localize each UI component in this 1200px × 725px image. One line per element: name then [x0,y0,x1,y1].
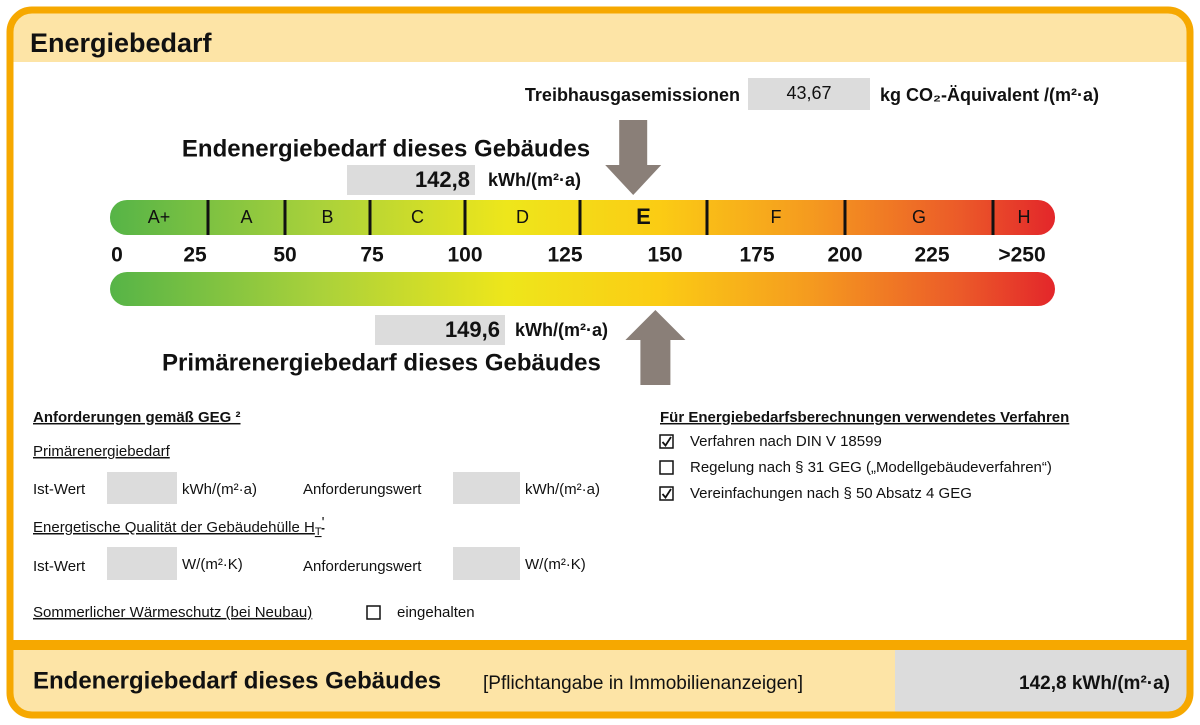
footer-band [10,650,895,715]
method-checkbox [659,434,674,449]
emissions-label: Treibhausgasemissionen [525,85,740,105]
method-option: Regelung nach § 31 GEG („Modellgebäudeve… [690,459,1052,476]
scale-tick-label: 100 [447,244,482,267]
class-label: H [1018,207,1031,227]
value-box [375,315,505,345]
unit: W/(m²·K) [525,556,586,573]
actual-label: Ist-Wert [33,481,86,498]
method-checkbox-check [661,488,672,500]
scale-tick-label: >250 [998,244,1045,267]
footer-separator [10,640,1190,650]
value-box [748,78,870,110]
envelope-text: Energetische Qualität der Gebäudehülle H [33,519,315,536]
unit: kWh/(m²·a) [525,481,600,498]
required-label: Anforderungswert [303,481,422,498]
scale-tick-label: 175 [739,244,774,267]
emissions-value: 43,67 [786,83,831,103]
primary-heading: Primärenergiebedarf dieses Gebäudes [162,349,601,376]
class-label: F [771,207,782,227]
summer-checkbox [366,605,381,620]
primary-arrow [625,310,686,385]
input-box [107,547,177,580]
method-checkbox [659,486,674,501]
requirements-title: Anforderungen gemäß GEG ² [33,409,241,426]
class-label: A+ [148,207,171,227]
envelope-subscript: T [315,526,322,538]
class-label: C [411,207,424,227]
final-heading: Endenergiebedarf dieses Gebäudes [182,135,590,162]
value-box [347,165,475,195]
unit: W/(m²·K) [182,556,243,573]
method-option: Vereinfachungen nach § 50 Absatz 4 GEG [690,485,972,502]
scale-tick-label: 50 [273,244,296,267]
emissions-unit: kg CO₂-Äquivalent /(m²·a) [880,85,1099,105]
primary-req-label: Primärenergiebedarf [33,443,171,460]
footer-note: [Pflichtangabe in Immobilienanzeigen] [483,673,803,694]
primary-value: 149,6 [445,317,500,342]
class-label: G [912,207,926,227]
summer-label: Sommerlicher Wärmeschutz (bei Neubau) [33,604,312,621]
class-band [110,200,1055,235]
input-box [107,472,177,504]
footer-value: 142,8 kWh/(m²·a) [1019,673,1170,694]
class-label: D [516,207,529,227]
method-title: Für Energiebedarfsberechnungen verwendet… [660,409,1069,426]
required-label: Anforderungswert [303,558,422,575]
scale-tick-label: 25 [183,244,207,267]
class-label: E [636,204,651,229]
final-value: 142,8 [415,167,470,192]
final-arrow [605,120,662,195]
scale-tick-label: 0 [111,244,123,267]
method-checkbox [659,460,674,475]
actual-label: Ist-Wert [33,558,86,575]
footer-value-band [895,650,1190,715]
frame [6,6,1194,719]
input-box [453,472,520,504]
envelope-suffix: ' [322,514,325,531]
class-label: B [321,207,333,227]
class-label: A [240,207,252,227]
envelope-label: Energetische Qualität der Gebäudehülle H… [33,514,325,538]
unit: kWh/(m²·a) [182,481,257,498]
gradient-band [110,272,1055,306]
header-band [10,10,1190,62]
primary-unit: kWh/(m²·a) [515,320,608,340]
input-box [453,547,520,580]
final-unit: kWh/(m²·a) [488,170,581,190]
footer-heading: Endenergiebedarf dieses Gebäudes [33,667,441,694]
scale-tick-label: 75 [360,244,384,267]
scale-tick-label: 200 [827,244,862,267]
method-option: Verfahren nach DIN V 18599 [690,433,882,450]
title: Energiebedarf [30,28,213,58]
scale-tick-label: 125 [547,244,582,267]
summer-option: eingehalten [397,604,475,621]
method-checkbox-check [661,436,672,448]
scale-tick-label: 225 [914,244,949,267]
scale-tick-label: 150 [647,244,682,267]
